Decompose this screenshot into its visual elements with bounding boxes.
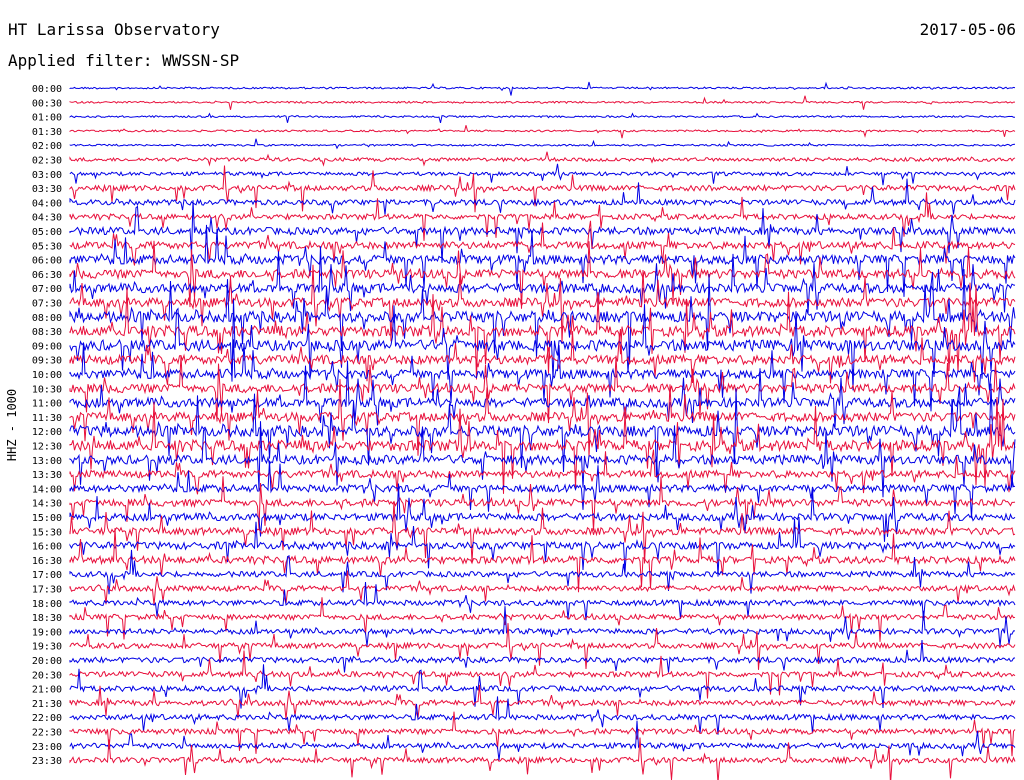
seismic-trace	[69, 200, 1016, 263]
row-time-label: 20:00	[32, 656, 62, 667]
seismic-trace	[69, 178, 1016, 215]
row-time-label: 05:00	[32, 227, 62, 238]
seismic-trace	[69, 501, 1016, 564]
row-time-label: 09:00	[32, 341, 62, 352]
row-time-label: 18:00	[32, 599, 62, 610]
filter-label: Applied filter: WWSSN-SP	[8, 51, 240, 70]
row-time-label: 12:00	[32, 427, 62, 438]
seismic-trace	[69, 151, 1016, 167]
row-time-label: 19:30	[32, 642, 62, 653]
row-time-label: 01:30	[32, 127, 62, 138]
seismic-trace	[69, 460, 1016, 519]
seismic-trace	[69, 163, 1016, 186]
seismic-trace	[69, 684, 1016, 720]
row-time-label: 08:00	[32, 313, 62, 324]
row-time-label: 04:00	[32, 198, 62, 209]
seismic-trace	[69, 528, 1016, 593]
seismic-trace	[69, 299, 1016, 391]
seismic-trace	[69, 396, 1016, 494]
seismic-trace	[69, 355, 1016, 424]
seismic-trace	[69, 125, 1016, 139]
row-time-label: 16:00	[32, 542, 62, 553]
seismic-trace	[69, 112, 1016, 124]
row-time-label: 13:00	[32, 456, 62, 467]
seismic-trace	[69, 623, 1016, 670]
row-time-label: 12:30	[32, 442, 62, 453]
seismic-trace	[69, 138, 1016, 150]
seismic-trace	[69, 570, 1016, 606]
row-time-label: 04:30	[32, 213, 62, 224]
row-time-label: 01:00	[32, 113, 62, 124]
row-time-label: 00:30	[32, 98, 62, 109]
seismic-trace	[69, 383, 1016, 478]
seismic-trace	[69, 549, 1016, 595]
row-time-label: 17:30	[32, 585, 62, 596]
row-time-label: 07:30	[32, 299, 62, 310]
row-time-label: 10:30	[32, 384, 62, 395]
row-time-label: 20:30	[32, 670, 62, 681]
seismic-trace	[69, 81, 1016, 96]
row-time-label: 11:00	[32, 399, 62, 410]
row-time-label: 06:30	[32, 270, 62, 281]
row-time-label: 13:30	[32, 470, 62, 481]
seismic-trace	[69, 329, 1016, 385]
seismic-trace	[69, 581, 1016, 621]
row-time-label: 02:30	[32, 156, 62, 167]
seismic-trace	[69, 639, 1016, 673]
row-time-label: 19:00	[32, 627, 62, 638]
seismic-trace	[69, 664, 1016, 709]
seismic-trace	[69, 220, 1016, 266]
row-time-label: 08:30	[32, 327, 62, 338]
seismic-trace	[69, 95, 1015, 110]
row-time-label: 16:30	[32, 556, 62, 567]
row-time-label: 09:30	[32, 356, 62, 367]
row-time-label: 18:30	[32, 613, 62, 624]
row-time-label: 21:00	[32, 685, 62, 696]
seismic-trace	[69, 379, 1016, 458]
date-label: 2017-05-06	[919, 20, 1016, 39]
seismic-trace	[69, 246, 1016, 314]
row-time-label: 14:00	[32, 484, 62, 495]
row-time-label: 23:30	[32, 756, 62, 767]
seismic-trace	[69, 192, 1016, 241]
row-time-label: 03:00	[32, 170, 62, 181]
seismic-trace	[69, 516, 1016, 577]
row-time-label: 00:00	[32, 84, 62, 95]
seismic-trace	[69, 165, 1016, 213]
seismic-trace	[69, 650, 1016, 699]
seismic-trace	[69, 711, 1016, 757]
row-time-label: 10:00	[32, 370, 62, 381]
seismic-trace	[69, 339, 1016, 412]
row-time-label: 21:30	[32, 699, 62, 710]
row-time-label: 05:30	[32, 241, 62, 252]
seismic-trace	[69, 360, 1016, 428]
row-time-label: 15:30	[32, 527, 62, 538]
seismic-trace	[69, 240, 1016, 309]
seismic-trace	[69, 597, 1016, 642]
seismic-trace	[69, 282, 1016, 380]
seismic-trace	[69, 476, 1016, 531]
row-time-label: 06:00	[32, 256, 62, 267]
row-time-label: 14:30	[32, 499, 62, 510]
row-time-label: 22:30	[32, 728, 62, 739]
row-time-label: 15:00	[32, 513, 62, 524]
row-time-label: 02:00	[32, 141, 62, 152]
row-time-label: 03:30	[32, 184, 62, 195]
seismic-trace	[69, 269, 1016, 364]
row-time-label: 07:00	[32, 284, 62, 295]
row-time-label: 17:00	[32, 570, 62, 581]
observatory-title: HT Larissa Observatory	[8, 20, 220, 39]
seismic-trace	[69, 606, 1015, 647]
seismic-trace	[69, 449, 1016, 495]
row-time-label: 22:00	[32, 713, 62, 724]
seismic-trace	[69, 696, 1016, 735]
seismic-trace	[69, 720, 1016, 761]
seismic-trace	[69, 737, 1016, 780]
row-time-label: 11:30	[32, 413, 62, 424]
seismic-trace	[69, 224, 1016, 297]
row-time-label: 23:00	[32, 742, 62, 753]
seismic-trace	[69, 421, 1016, 498]
